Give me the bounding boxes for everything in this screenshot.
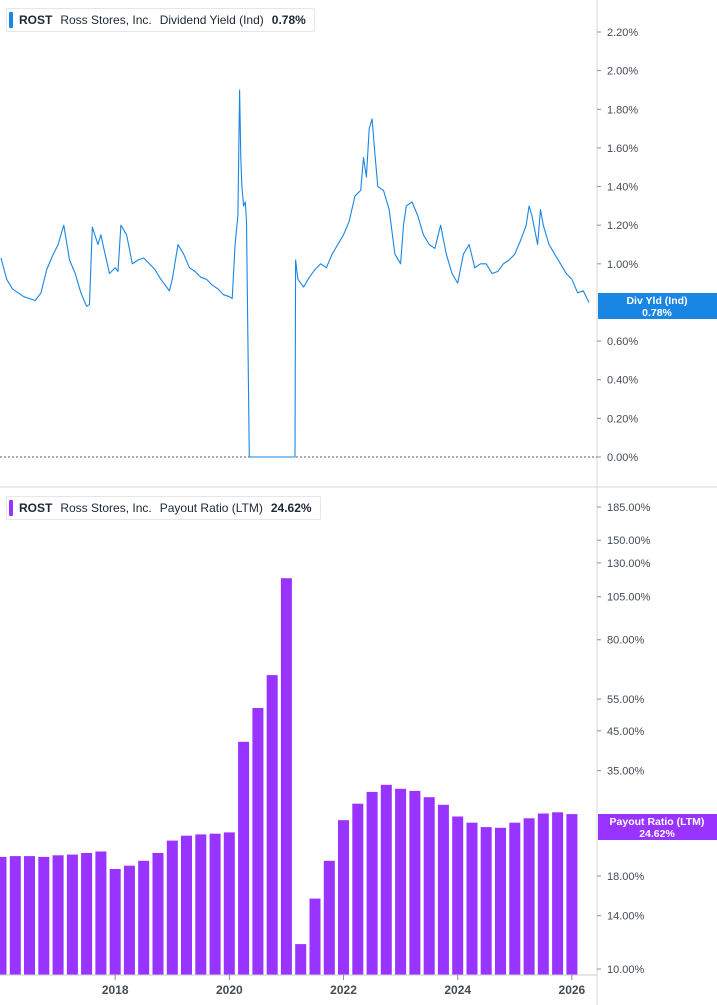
payout-ratio-flag: Payout Ratio (LTM)24.62% [598, 814, 717, 840]
payout-bar [123, 865, 135, 975]
payout-bar [138, 860, 150, 975]
dividend-yield-axis: 0.00% 0.20% 0.40% 0.60% 1.00% 1.20% 1.40% 1.60%… [597, 27, 638, 464]
payout-bar [495, 827, 506, 975]
x-tick-label: 2024 [444, 983, 471, 997]
payout-bar [366, 791, 378, 975]
dividend-yield-swatch [9, 12, 13, 28]
y-tick-label: 150.00% [607, 535, 651, 547]
payout-ratio-axis: 10.00% 14.00% 18.00% 35.00% 45.00% 55.00% 80.0… [597, 502, 651, 976]
y-tick-label: 35.00% [607, 766, 645, 778]
payout-bar [309, 898, 321, 975]
legend-ticker: ROST [19, 13, 53, 27]
y-tick-label: 0.00% [607, 452, 638, 464]
payout-bar [81, 853, 93, 975]
payout-bar [52, 855, 64, 975]
payout-bar [95, 851, 107, 975]
y-tick-label: 0.40% [607, 375, 638, 387]
y-tick-label: 55.00% [607, 694, 645, 706]
flag-value: 24.62% [639, 828, 675, 840]
legend-ticker: ROST [19, 501, 53, 515]
legend-company: Ross Stores, Inc. [60, 13, 152, 27]
y-tick-label: 2.20% [607, 27, 638, 39]
payout-bar [523, 818, 535, 975]
payout-bar [280, 578, 292, 975]
payout-bar [238, 741, 250, 975]
y-tick-label: 1.00% [607, 259, 638, 271]
payout-bar [338, 820, 349, 975]
flag-value: 0.78% [642, 307, 672, 319]
payout-bar [423, 797, 435, 975]
dividend-yield-plot [0, 89, 590, 458]
x-tick-label: 2020 [216, 983, 243, 997]
y-tick-label: 0.60% [607, 336, 638, 348]
y-tick-label: 1.60% [607, 143, 638, 155]
payout-bar [38, 856, 50, 975]
y-tick-label: 0.20% [607, 413, 638, 425]
payout-bar [437, 804, 449, 975]
y-tick-label: 1.40% [607, 182, 638, 194]
payout-bar [252, 708, 264, 975]
payout-bar [380, 784, 392, 975]
dividend-yield-legend: ROST Ross Stores, Inc. Dividend Yield (I… [6, 8, 315, 32]
y-tick-label: 1.20% [607, 220, 638, 232]
y-tick-label: 18.00% [607, 871, 645, 883]
flag-label: Div Yld (Ind) [626, 295, 687, 307]
payout-bar [537, 813, 549, 975]
payout-bar [323, 860, 335, 975]
payout-bar [480, 827, 492, 975]
y-tick-label: 10.00% [607, 964, 645, 976]
x-tick-label: 2018 [102, 983, 129, 997]
x-tick-label: 2026 [559, 983, 586, 997]
payout-bar [352, 803, 364, 975]
x-tick-label: 2022 [330, 983, 357, 997]
payout-bar [166, 840, 178, 975]
payout-bar [409, 790, 421, 975]
payout-bar [452, 816, 464, 975]
dividend-yield-flag: Div Yld (Ind)0.78% [598, 293, 717, 319]
y-tick-label: 2.00% [607, 66, 638, 78]
legend-company: Ross Stores, Inc. [60, 501, 152, 515]
payout-bar [9, 856, 21, 975]
flag-background [598, 814, 717, 840]
payout-bar [466, 822, 478, 975]
y-tick-label: 130.00% [607, 558, 651, 570]
payout-bar [181, 835, 192, 975]
payout-bar [24, 856, 35, 975]
payout-bar [509, 822, 521, 975]
payout-ratio-swatch [9, 500, 13, 516]
payout-bar [552, 812, 564, 975]
x-axis: 2018 2020 2022 2024 2026 [0, 974, 597, 997]
payout-ratio-legend: ROST Ross Stores, Inc. Payout Ratio (LTM… [6, 496, 321, 520]
payout-bar [395, 788, 407, 975]
payout-bar [295, 944, 307, 975]
payout-bar [195, 834, 207, 975]
payout-bar [266, 675, 278, 975]
payout-bar [209, 833, 221, 975]
flag-label: Payout Ratio (LTM) [610, 816, 705, 828]
y-tick-label: 185.00% [607, 502, 651, 514]
payout-bar [152, 853, 164, 975]
y-tick-label: 45.00% [607, 726, 645, 738]
payout-bar [566, 814, 578, 975]
payout-bar [66, 854, 78, 975]
payout-bar [0, 856, 7, 975]
y-tick-label: 14.00% [607, 911, 645, 923]
dividend-yield-line [0, 89, 590, 458]
y-tick-label: 1.80% [607, 104, 638, 116]
y-tick-label: 105.00% [607, 592, 651, 604]
y-tick-label: 80.00% [607, 635, 645, 647]
legend-value: 24.62% [270, 501, 312, 515]
payout-ratio-plot [0, 578, 578, 975]
value-flags: Div Yld (Ind)0.78% Payout Ratio (LTM)24.6… [598, 293, 717, 840]
payout-bar [109, 869, 121, 975]
payout-bar [223, 832, 235, 975]
legend-metric: Payout Ratio (LTM) [159, 501, 263, 515]
legend-metric: Dividend Yield (Ind) [159, 13, 264, 27]
flag-background [598, 293, 717, 319]
legend-value: 0.78% [271, 13, 306, 27]
